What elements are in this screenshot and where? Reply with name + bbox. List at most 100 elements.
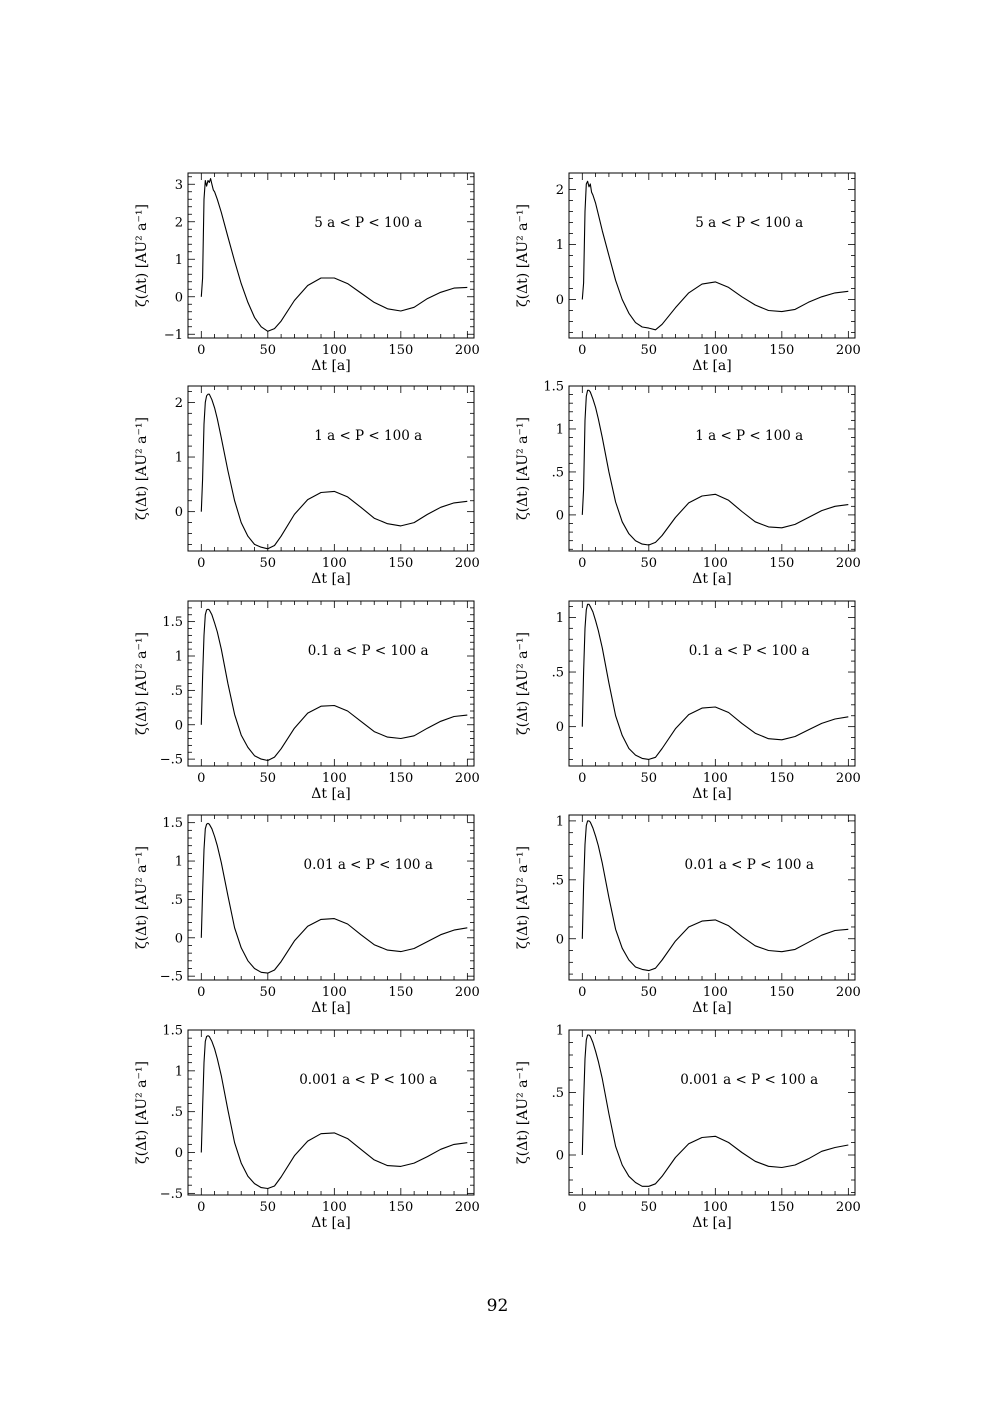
data-line <box>200 608 468 762</box>
plot-frame <box>187 172 475 339</box>
y-tick-label: 3 <box>175 178 183 193</box>
chart-panel-4: 0 50 100 150 200 0 .5 1 1.5 1 a < P < 100 a Δt [a]… <box>515 380 861 588</box>
data-line <box>200 1035 468 1190</box>
x-axis-label: Δt [a] <box>692 571 731 587</box>
y-tick-label: 0 <box>556 508 564 523</box>
y-tick-label: .5 <box>171 684 183 699</box>
x-axis-label: Δt [a] <box>311 358 350 374</box>
y-tick-label: 1 <box>175 253 183 268</box>
x-tick-label: 100 <box>703 343 728 358</box>
data-line <box>581 1034 849 1187</box>
panel-annotation: 0.01 a < P < 100 a <box>684 857 813 873</box>
y-tick-label: 1 <box>175 855 183 870</box>
y-tick-label: 1 <box>175 1064 183 1079</box>
chart-panel-6: 0 50 100 150 200 0 .5 1 0.1 a < P < 100 a Δt [a] ζ… <box>515 600 861 802</box>
y-tick-label: 2 <box>556 183 564 198</box>
x-tick-label: 0 <box>578 1200 586 1215</box>
y-tick-label: .5 <box>552 873 564 888</box>
plot-frame <box>568 172 856 339</box>
x-axis-label: Δt [a] <box>692 358 731 374</box>
x-tick-label: 150 <box>388 343 413 358</box>
x-tick-label: 50 <box>260 1200 277 1215</box>
chart-panel-5: 0 50 100 150 200 −.5 0 .5 1 1.5 0.1 a < P < 100 a Δ… <box>134 600 480 802</box>
x-tick-label: 100 <box>703 985 728 1000</box>
plot-frame <box>568 385 856 552</box>
x-tick-label: 150 <box>388 985 413 1000</box>
x-tick-label: 200 <box>836 771 861 786</box>
y-tick-label: 0 <box>556 1149 564 1164</box>
x-tick-label: 50 <box>641 1200 658 1215</box>
y-axis-label: ζ(Δt) [AU² a⁻¹] <box>515 1061 531 1164</box>
y-tick-label: −.5 <box>160 753 183 768</box>
x-tick-label: 50 <box>260 985 277 1000</box>
x-tick-label: 100 <box>703 556 728 571</box>
y-tick-label: 1.5 <box>162 816 183 831</box>
y-tick-label: 0 <box>556 720 564 735</box>
y-tick-label: 0 <box>175 931 183 946</box>
x-tick-label: 150 <box>388 771 413 786</box>
chart-panel-2: 0 50 100 150 200 0 1 2 5 a < P < 100 a Δt [a] ζ(Δt… <box>515 172 861 374</box>
chart-panel-10: 0 50 100 150 200 0 .5 1 0.001 a < P < 100 a Δt [a… <box>515 1024 861 1232</box>
x-tick-label: 0 <box>578 556 586 571</box>
y-axis-label: ζ(Δt) [AU² a⁻¹] <box>134 417 150 520</box>
y-tick-label: −1 <box>164 328 183 343</box>
x-axis-label: Δt [a] <box>311 571 350 587</box>
x-tick-label: 200 <box>455 1200 480 1215</box>
y-tick-label: 1 <box>556 814 564 829</box>
y-tick-label: 2 <box>175 215 183 230</box>
x-tick-label: 50 <box>260 556 277 571</box>
chart-panel-8: 0 50 100 150 200 0 .5 1 0.01 a < P < 100 a Δt [a]… <box>515 814 861 1016</box>
chart-panel-7: 0 50 100 150 200 −.5 0 .5 1 1.5 0.01 a < P < 100 a… <box>134 814 480 1016</box>
x-tick-label: 0 <box>578 771 586 786</box>
plot-frame <box>568 600 856 767</box>
y-axis-label: ζ(Δt) [AU² a⁻¹] <box>515 632 531 735</box>
y-tick-label: 0 <box>556 293 564 308</box>
y-tick-label: .5 <box>552 666 564 681</box>
x-tick-label: 150 <box>769 985 794 1000</box>
panel-annotation: 0.001 a < P < 100 a <box>680 1072 818 1088</box>
x-tick-label: 150 <box>388 1200 413 1215</box>
panel-annotation: 0.001 a < P < 100 a <box>299 1072 437 1088</box>
y-tick-label: .5 <box>552 1086 564 1101</box>
y-tick-label: 0 <box>556 932 564 947</box>
x-tick-label: 100 <box>322 1200 347 1215</box>
x-tick-label: 150 <box>769 1200 794 1215</box>
y-tick-label: 1.5 <box>162 615 183 630</box>
x-axis-label: Δt [a] <box>692 1000 731 1016</box>
x-axis-label: Δt [a] <box>692 1215 731 1231</box>
x-tick-label: 150 <box>769 343 794 358</box>
y-tick-label: 1 <box>175 451 183 466</box>
panel-annotation: 0.1 a < P < 100 a <box>689 643 810 659</box>
y-tick-label: 1 <box>556 611 564 626</box>
x-tick-label: 200 <box>455 556 480 571</box>
y-tick-label: 2 <box>175 396 183 411</box>
plot-frame <box>187 814 475 981</box>
plot-frame <box>187 600 475 767</box>
y-tick-label: 0 <box>175 1146 183 1161</box>
data-line <box>200 393 468 550</box>
panel-annotation: 0.01 a < P < 100 a <box>303 857 432 873</box>
x-tick-label: 150 <box>388 556 413 571</box>
x-tick-label: 100 <box>703 1200 728 1215</box>
chart-panel-3: 0 50 100 150 200 0 1 2 1 a < P < 100 a Δt [a] ζ(Δt… <box>134 385 480 587</box>
data-line <box>581 180 849 331</box>
plot-frame <box>568 814 856 981</box>
y-tick-label: .5 <box>171 1105 183 1120</box>
x-axis-label: Δt [a] <box>311 1000 350 1016</box>
panel-annotation: 5 a < P < 100 a <box>314 215 422 231</box>
y-tick-label: −.5 <box>160 970 183 985</box>
y-tick-label: .5 <box>171 893 183 908</box>
x-tick-label: 0 <box>197 985 205 1000</box>
x-tick-label: 50 <box>260 771 277 786</box>
plot-frame <box>187 1029 475 1196</box>
x-axis-label: Δt [a] <box>311 1215 350 1231</box>
y-tick-label: .5 <box>552 465 564 480</box>
x-tick-label: 0 <box>197 343 205 358</box>
x-tick-label: 150 <box>769 771 794 786</box>
y-tick-label: 1.5 <box>543 380 564 395</box>
x-tick-label: 200 <box>836 343 861 358</box>
x-tick-label: 50 <box>641 556 658 571</box>
y-tick-label: 1 <box>556 422 564 437</box>
x-tick-label: 100 <box>703 771 728 786</box>
